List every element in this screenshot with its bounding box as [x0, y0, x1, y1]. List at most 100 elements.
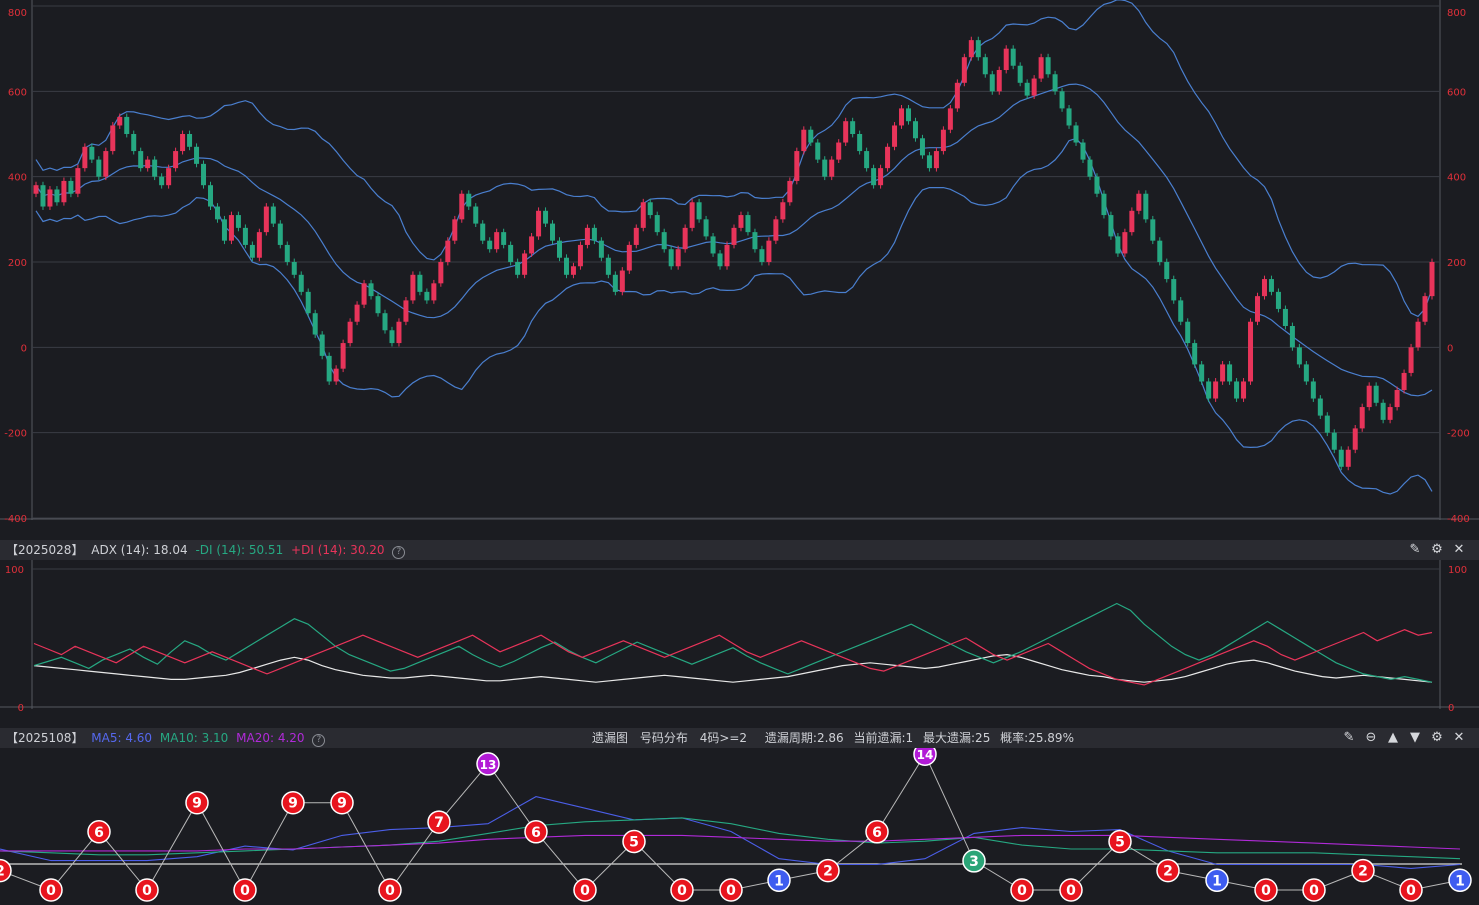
close-icon[interactable]: ✕: [1453, 542, 1465, 557]
candle: [89, 146, 95, 160]
candle: [536, 210, 542, 237]
candle: [326, 355, 332, 382]
settings-icon[interactable]: ⚙: [1431, 730, 1443, 745]
candle: [1017, 65, 1023, 83]
adx-period: 【2025028】: [6, 543, 84, 557]
miss-value-label: 1: [1212, 873, 1222, 889]
candle: [47, 189, 53, 207]
candle: [1094, 176, 1100, 194]
miss-value-label: 0: [677, 883, 687, 899]
miss-value-label: 1: [1455, 873, 1465, 889]
candle: [1171, 279, 1177, 301]
candle: [696, 202, 702, 220]
candle: [815, 142, 821, 160]
miss-ball: [573, 878, 597, 902]
miss-ball: [1010, 878, 1034, 902]
candle: [836, 142, 842, 160]
candle: [822, 159, 828, 177]
candle: [619, 270, 625, 292]
candle: [1331, 432, 1337, 450]
candle: [1108, 215, 1114, 237]
candle: [131, 134, 137, 152]
candle: [640, 202, 646, 228]
candle: [459, 193, 465, 220]
minus-di-value: -DI (14): 50.51: [195, 543, 284, 557]
help-icon[interactable]: ?: [312, 734, 326, 747]
miss-ball: [524, 820, 548, 844]
candle: [584, 227, 590, 245]
pin-icon[interactable]: ✎: [1409, 542, 1421, 557]
bollinger-lower: [35, 137, 1433, 495]
miss-cond: 4码>=2: [699, 731, 748, 745]
y-tick-label-left: 0: [18, 703, 24, 714]
miss-value-label: 0: [385, 883, 395, 899]
y-tick-label-right: 800: [1447, 8, 1466, 19]
ma20-line: [0, 834, 1461, 852]
candle: [626, 244, 632, 271]
candle: [194, 146, 200, 164]
miss-value-label: 0: [1066, 883, 1076, 899]
candle: [340, 343, 346, 369]
candle: [68, 180, 74, 194]
settings-icon[interactable]: ⚙: [1431, 542, 1443, 557]
candle: [912, 121, 918, 139]
candle: [249, 244, 255, 258]
candle: [794, 151, 800, 181]
miss-value-label: 0: [240, 883, 250, 899]
miss-value-label: 0: [726, 883, 736, 899]
y-tick-label-right: 0: [1448, 703, 1454, 714]
candle: [550, 223, 556, 241]
miss-ball: [767, 868, 791, 893]
bollinger-upper: [35, 0, 1433, 318]
miss-ball: [87, 820, 111, 844]
candle: [1213, 381, 1219, 399]
candle: [996, 70, 1002, 92]
candle: [54, 189, 60, 203]
miss-ball: [330, 790, 354, 815]
candle: [319, 334, 325, 356]
candle: [1401, 372, 1407, 390]
candle: [228, 215, 234, 241]
collapse-icon[interactable]: ⊖: [1365, 730, 1377, 745]
miss-value-label: 13: [480, 758, 497, 772]
candle: [298, 274, 304, 292]
candle: [508, 244, 514, 262]
candle: [710, 236, 716, 254]
miss-value-label: 14: [917, 748, 934, 762]
candle: [1282, 308, 1288, 326]
y-tick-label-left: 0: [21, 343, 27, 354]
candle: [759, 249, 765, 262]
ma10-line: [0, 817, 1461, 860]
candle: [1296, 347, 1302, 365]
candle: [1003, 48, 1009, 70]
miss-value-label: 1: [774, 873, 784, 889]
help-icon[interactable]: ?: [392, 546, 406, 559]
close-icon[interactable]: ✕: [1453, 730, 1465, 745]
candle: [466, 193, 472, 207]
miss-chart[interactable]: 2 0 6 0 9 0 9 9 0 7 13 6 0 5 0 0 1 2 6 14 3 0 0 5 2 1 0 0 2 0 1: [0, 748, 1479, 905]
y-tick-label-right: 600: [1447, 87, 1466, 98]
candle: [1059, 91, 1065, 109]
up-icon[interactable]: ▲: [1388, 730, 1398, 745]
candle: [1275, 291, 1281, 309]
price-chart[interactable]: 800 800 600 600 400 400 200 200 0 0 -200 -200 -400 -4…: [0, 0, 1479, 540]
miss-toolbar: 【2025108】 MA5: 4.60 MA10: 3.10 MA20: 4.2…: [0, 728, 1479, 748]
candle: [1394, 390, 1400, 408]
candle: [1199, 364, 1205, 382]
down-icon[interactable]: ▼: [1410, 730, 1420, 745]
miss-ball: [427, 810, 451, 834]
pin-icon[interactable]: ✎: [1343, 730, 1355, 745]
adx-chart[interactable]: 100 100 0 0: [0, 560, 1479, 727]
candle: [529, 236, 535, 254]
candle: [1338, 449, 1344, 467]
candle: [717, 253, 723, 267]
candle: [417, 274, 423, 292]
candle: [389, 330, 395, 344]
candle: [731, 227, 737, 245]
candle: [1241, 381, 1247, 399]
miss-ball: [962, 849, 986, 873]
miss-value-label: 0: [142, 883, 152, 899]
candle: [354, 304, 360, 322]
miss-ball: [185, 790, 209, 815]
candle: [1422, 296, 1428, 322]
